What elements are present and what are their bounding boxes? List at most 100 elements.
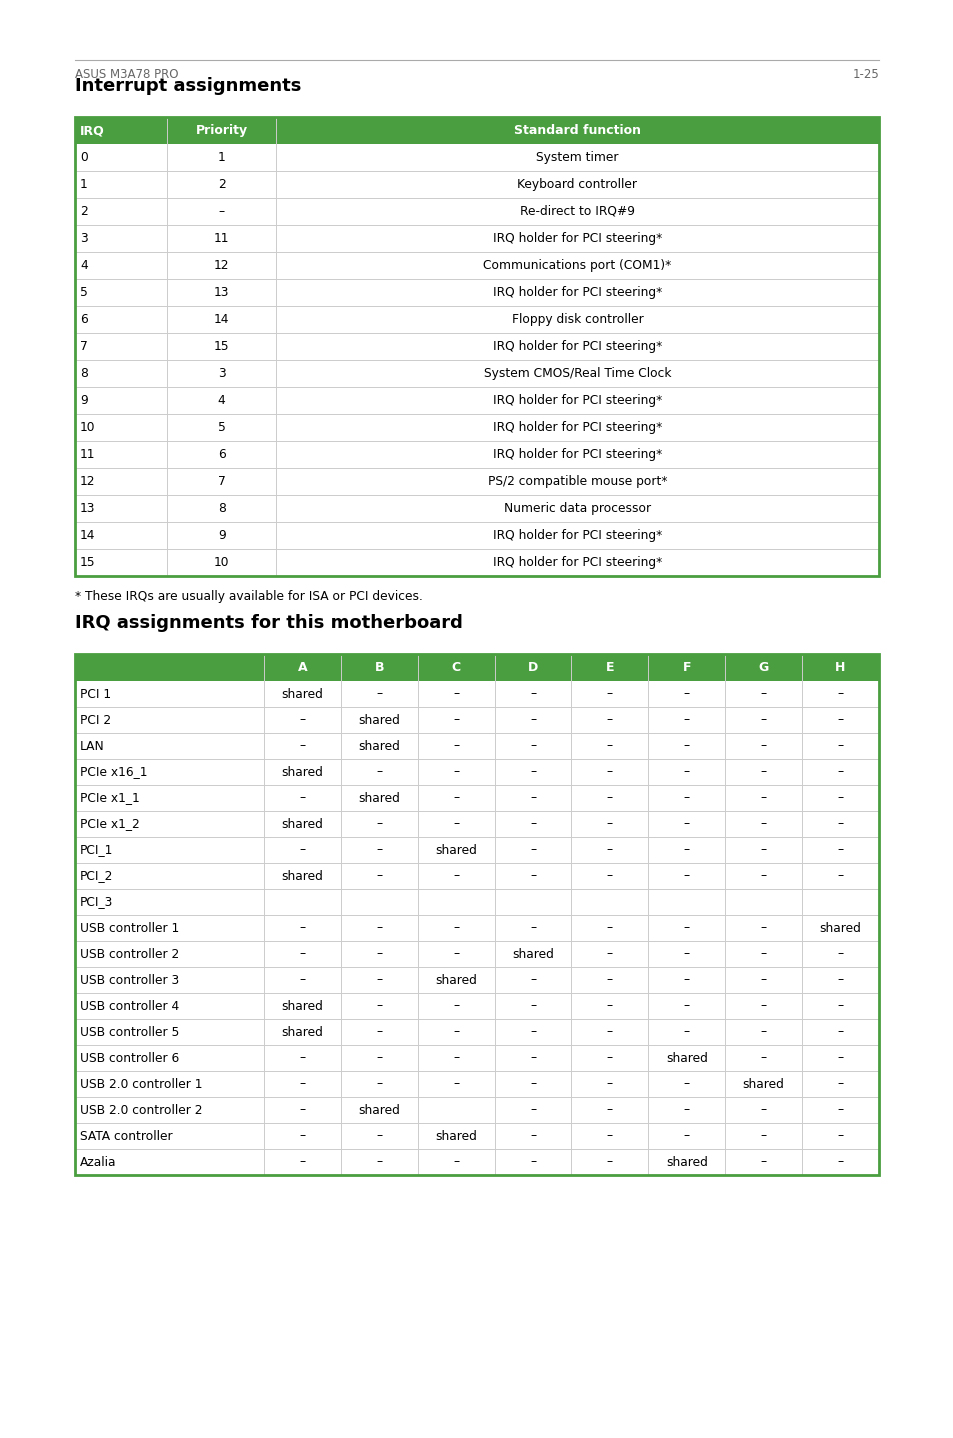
- Text: –: –: [606, 817, 613, 831]
- Text: –: –: [530, 999, 536, 1012]
- Text: –: –: [760, 1103, 766, 1116]
- Text: –: –: [760, 844, 766, 857]
- Text: –: –: [375, 817, 382, 831]
- Text: 10: 10: [80, 421, 95, 434]
- Text: E: E: [605, 661, 614, 674]
- Text: –: –: [530, 922, 536, 935]
- Text: –: –: [606, 687, 613, 700]
- Bar: [75, 994, 878, 1020]
- Bar: [75, 863, 878, 889]
- Text: –: –: [375, 1156, 382, 1169]
- Text: –: –: [760, 791, 766, 804]
- Text: –: –: [453, 817, 458, 831]
- Text: –: –: [760, 974, 766, 986]
- Text: SATA controller: SATA controller: [80, 1129, 172, 1143]
- Text: Numeric data processor: Numeric data processor: [503, 502, 650, 515]
- Text: shared: shared: [358, 713, 399, 726]
- Text: 11: 11: [213, 232, 230, 244]
- Text: –: –: [606, 974, 613, 986]
- Text: –: –: [299, 1077, 305, 1090]
- Text: –: –: [299, 1051, 305, 1064]
- Text: –: –: [837, 974, 842, 986]
- Text: –: –: [606, 1051, 613, 1064]
- Text: 15: 15: [213, 339, 230, 352]
- Text: shared: shared: [281, 1025, 323, 1038]
- Text: Keyboard controller: Keyboard controller: [517, 178, 637, 191]
- Text: B: B: [375, 661, 384, 674]
- Bar: [75, 1071, 878, 1097]
- Text: –: –: [375, 870, 382, 883]
- Text: C: C: [451, 661, 460, 674]
- Text: –: –: [453, 1051, 458, 1064]
- Text: 4: 4: [217, 394, 225, 407]
- Bar: [75, 116, 878, 577]
- Bar: [75, 707, 878, 733]
- Text: –: –: [530, 974, 536, 986]
- Text: Floppy disk controller: Floppy disk controller: [511, 313, 642, 326]
- Bar: [75, 966, 878, 994]
- Text: IRQ holder for PCI steering*: IRQ holder for PCI steering*: [493, 286, 661, 299]
- Text: –: –: [837, 1025, 842, 1038]
- Text: 9: 9: [80, 394, 88, 407]
- Text: shared: shared: [435, 844, 476, 857]
- Text: –: –: [606, 791, 613, 804]
- Text: shared: shared: [281, 765, 323, 778]
- Text: –: –: [530, 1129, 536, 1143]
- Text: –: –: [375, 974, 382, 986]
- Text: –: –: [683, 765, 689, 778]
- Text: –: –: [683, 1025, 689, 1038]
- Text: –: –: [530, 687, 536, 700]
- Text: –: –: [837, 739, 842, 752]
- Text: –: –: [606, 948, 613, 961]
- Text: USB 2.0 controller 2: USB 2.0 controller 2: [80, 1103, 202, 1116]
- Text: USB controller 3: USB controller 3: [80, 974, 179, 986]
- Text: PCIe x1_2: PCIe x1_2: [80, 817, 139, 831]
- Bar: [75, 889, 878, 915]
- Bar: [75, 116, 878, 577]
- Bar: [75, 549, 878, 577]
- Text: –: –: [606, 870, 613, 883]
- Text: PCI_1: PCI_1: [80, 844, 113, 857]
- Text: –: –: [375, 999, 382, 1012]
- Bar: [75, 360, 878, 387]
- Text: 8: 8: [217, 502, 226, 515]
- Text: –: –: [837, 870, 842, 883]
- Bar: [75, 654, 878, 1175]
- Text: –: –: [606, 765, 613, 778]
- Text: shared: shared: [435, 974, 476, 986]
- Text: –: –: [453, 1025, 458, 1038]
- Text: –: –: [837, 844, 842, 857]
- Text: –: –: [683, 870, 689, 883]
- Bar: [75, 387, 878, 414]
- Text: –: –: [606, 844, 613, 857]
- Text: IRQ holder for PCI steering*: IRQ holder for PCI steering*: [493, 557, 661, 569]
- Text: –: –: [760, 870, 766, 883]
- Bar: [75, 811, 878, 837]
- Text: –: –: [375, 1025, 382, 1038]
- Bar: [75, 224, 878, 252]
- Text: –: –: [683, 999, 689, 1012]
- Text: IRQ holder for PCI steering*: IRQ holder for PCI steering*: [493, 421, 661, 434]
- Text: Standard function: Standard function: [514, 124, 640, 137]
- Text: –: –: [530, 1077, 536, 1090]
- Text: –: –: [530, 765, 536, 778]
- Text: PS/2 compatible mouse port*: PS/2 compatible mouse port*: [487, 475, 666, 487]
- Text: 6: 6: [80, 313, 88, 326]
- Text: –: –: [606, 1025, 613, 1038]
- Text: shared: shared: [281, 999, 323, 1012]
- Text: –: –: [606, 922, 613, 935]
- Text: Communications port (COM1)*: Communications port (COM1)*: [483, 259, 671, 272]
- Text: –: –: [299, 974, 305, 986]
- Text: –: –: [837, 1077, 842, 1090]
- Bar: [75, 334, 878, 360]
- Text: –: –: [837, 687, 842, 700]
- Text: USB 2.0 controller 1: USB 2.0 controller 1: [80, 1077, 202, 1090]
- Text: –: –: [606, 1103, 613, 1116]
- Text: Azalia: Azalia: [80, 1156, 116, 1169]
- Bar: [75, 252, 878, 279]
- Text: 13: 13: [80, 502, 95, 515]
- Bar: [75, 654, 878, 682]
- Text: * These IRQs are usually available for ISA or PCI devices.: * These IRQs are usually available for I…: [75, 590, 422, 603]
- Text: –: –: [760, 713, 766, 726]
- Bar: [75, 1123, 878, 1149]
